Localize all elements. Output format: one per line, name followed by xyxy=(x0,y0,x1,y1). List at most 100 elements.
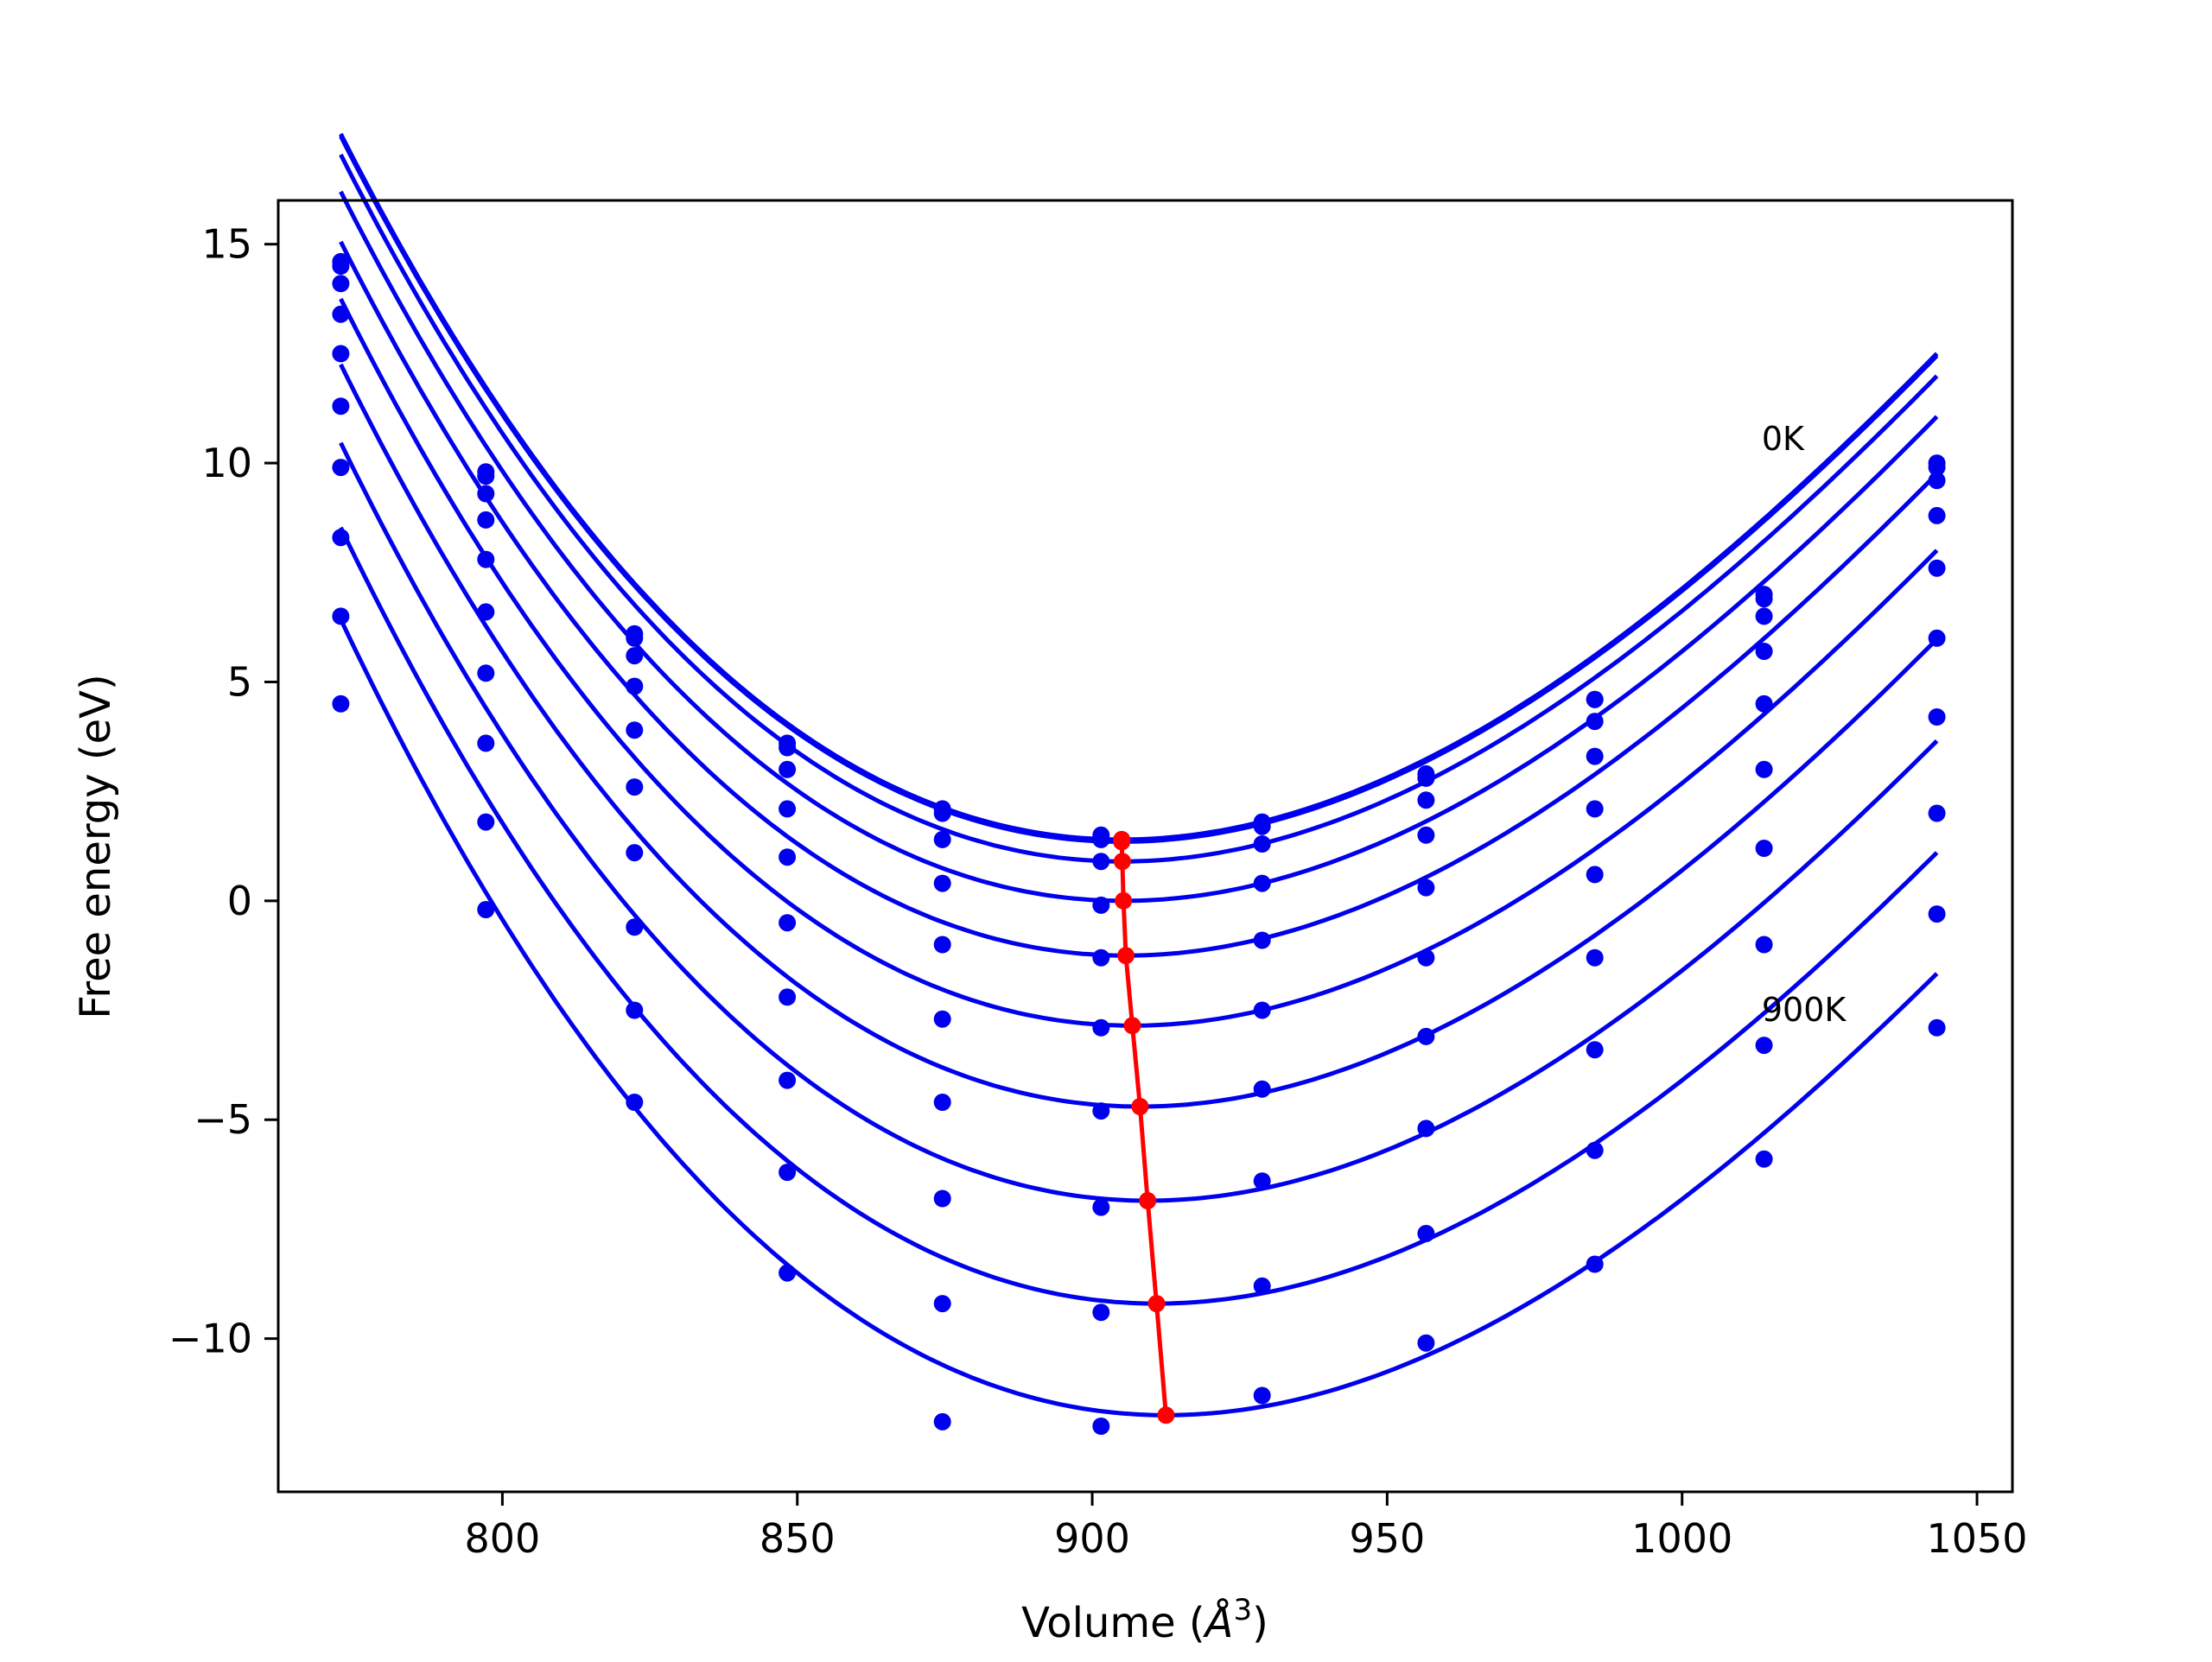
data-point xyxy=(933,1295,951,1313)
data-point xyxy=(1755,695,1773,713)
data-point xyxy=(1417,948,1435,967)
data-point xyxy=(1755,1037,1773,1055)
data-point xyxy=(1253,874,1271,892)
x-tick-label: 950 xyxy=(1349,1515,1425,1562)
data-point xyxy=(332,695,350,713)
data-point xyxy=(626,1001,644,1019)
data-point xyxy=(779,800,797,818)
data-point xyxy=(626,647,644,665)
data-point xyxy=(1253,1172,1271,1190)
fit-curve-2 xyxy=(339,135,1939,844)
data-point xyxy=(1092,1102,1110,1120)
data-point xyxy=(779,988,797,1006)
data-point xyxy=(779,1071,797,1089)
minimum-point xyxy=(1115,891,1133,910)
data-point xyxy=(779,739,797,757)
data-point xyxy=(477,603,495,621)
fit-curve-3 xyxy=(339,153,1939,864)
data-point xyxy=(1417,791,1435,809)
data-point xyxy=(332,397,350,416)
x-axis-ticks: 800 850 900 950 1000 1050 xyxy=(465,1492,2028,1562)
x-axis-label: Volume (Å3) xyxy=(1021,1593,1268,1647)
data-point xyxy=(933,830,951,848)
data-point xyxy=(477,511,495,529)
x-tick-label: 1000 xyxy=(1631,1515,1732,1562)
data-point xyxy=(1928,506,1946,524)
data-point xyxy=(1417,1225,1435,1242)
plot-frame xyxy=(276,199,2014,1494)
data-point xyxy=(626,677,644,695)
x-tick-label: 900 xyxy=(1054,1515,1130,1562)
data-point xyxy=(477,734,495,752)
data-point xyxy=(477,813,495,831)
data-point xyxy=(933,804,951,822)
data-point xyxy=(1253,1277,1271,1295)
curve-annotation: 0K xyxy=(1762,420,1805,458)
data-point xyxy=(1253,835,1271,853)
data-point xyxy=(933,1412,951,1430)
data-point xyxy=(1928,559,1946,577)
data-point xyxy=(332,345,350,363)
data-point xyxy=(933,1189,951,1208)
data-point xyxy=(1755,643,1773,660)
data-point xyxy=(1755,590,1773,608)
data-point xyxy=(1586,690,1604,708)
y-tick-label: 15 xyxy=(201,221,252,268)
data-point xyxy=(1417,1120,1435,1138)
minimum-point xyxy=(1123,1017,1141,1035)
data-point xyxy=(1586,866,1604,884)
data-point xyxy=(1417,1027,1435,1045)
data-point xyxy=(779,914,797,932)
data-point xyxy=(1092,1198,1110,1216)
y-tick-label: 0 xyxy=(227,878,252,924)
y-axis-label: Free energy (eV) xyxy=(72,674,120,1018)
minimum-point xyxy=(1113,833,1131,851)
fit-curve-8 xyxy=(339,441,1939,1203)
data-point xyxy=(332,529,350,547)
data-point xyxy=(1092,1018,1110,1037)
data-point xyxy=(1755,760,1773,778)
minimum-point xyxy=(1131,1098,1149,1115)
data-point xyxy=(933,1010,951,1028)
data-point xyxy=(1586,747,1604,765)
fit-curve-5 xyxy=(339,240,1939,958)
data-point xyxy=(332,459,350,477)
minimum-point xyxy=(1139,1192,1157,1209)
data-point xyxy=(626,629,644,647)
minimum-point xyxy=(1157,1406,1175,1424)
data-point xyxy=(1092,1304,1110,1322)
minimum-point xyxy=(1113,853,1131,871)
data-point xyxy=(779,1164,797,1182)
data-point xyxy=(1253,1080,1271,1098)
data-point xyxy=(1928,472,1946,490)
data-point xyxy=(1586,1041,1604,1059)
data-point xyxy=(1755,1150,1773,1168)
data-point xyxy=(1755,840,1773,857)
x-tick-label: 850 xyxy=(760,1515,836,1562)
x-tick-label: 800 xyxy=(465,1515,541,1562)
annotations: 0K 900K xyxy=(1762,420,1847,1029)
data-point xyxy=(1586,948,1604,967)
data-point xyxy=(1928,629,1946,647)
data-point xyxy=(933,874,951,892)
data-point xyxy=(1092,896,1110,914)
data-point xyxy=(1928,459,1946,477)
data-point xyxy=(933,936,951,954)
x-tick-label: 1050 xyxy=(1927,1515,2028,1562)
minimum-point xyxy=(1147,1295,1166,1313)
data-point xyxy=(1092,1418,1110,1435)
data-point xyxy=(626,778,644,796)
y-tick-label: 5 xyxy=(227,658,252,705)
data-point xyxy=(332,257,350,275)
data-point xyxy=(1928,1018,1946,1037)
data-point xyxy=(1417,879,1435,897)
y-tick-label: −5 xyxy=(194,1096,252,1143)
data-point xyxy=(1928,708,1946,726)
data-point xyxy=(779,1264,797,1282)
data-point xyxy=(1417,826,1435,844)
data-point xyxy=(1755,607,1773,625)
data-point xyxy=(1092,948,1110,967)
data-point xyxy=(332,275,350,293)
